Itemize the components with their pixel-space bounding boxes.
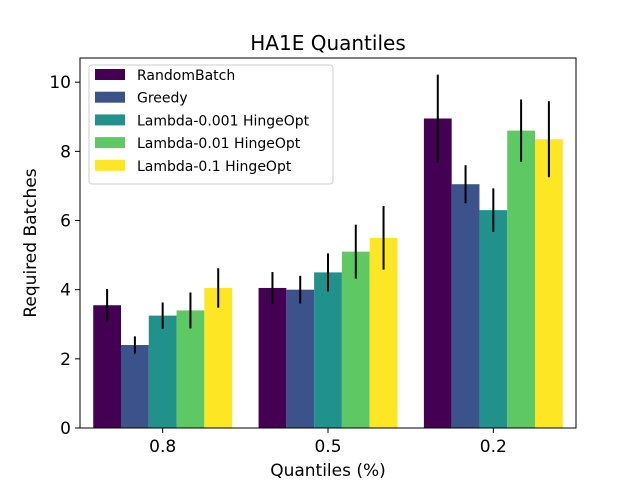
bar-lambda-0-01-hingeopt-0-8 <box>176 310 205 428</box>
legend-swatch-greedy <box>95 91 125 103</box>
y-tick-label: 4 <box>60 281 71 301</box>
y-axis-label: Required Batches <box>21 168 41 317</box>
bar-lambda-0-1-hingeopt-0-8 <box>204 287 233 428</box>
bar-greedy-0-5 <box>286 289 315 428</box>
x-tick-label: 0.2 <box>480 437 507 457</box>
legend-label-lambda-0-01-hingeopt: Lambda-0.01 HingeOpt <box>137 136 301 152</box>
y-axis: 0 2 4 6 8 10 <box>49 73 80 439</box>
legend-label-randombatch: RandomBatch <box>137 68 235 84</box>
x-axis: 0.8 0.5 0.2 <box>149 428 507 457</box>
x-tick-label: 0.5 <box>314 437 341 457</box>
bar-lambda-0-001-hingeopt-0-2 <box>479 210 508 428</box>
bar-randombatch-0-5 <box>258 287 287 428</box>
y-tick-label: 8 <box>60 142 71 162</box>
legend-box <box>88 64 334 185</box>
bar-lambda-0-001-hingeopt-0-5 <box>314 272 342 428</box>
legend-label-lambda-0-1-hingeopt: Lambda-0.1 HingeOpt <box>137 159 292 175</box>
legend-label-lambda-0-001-hingeopt: Lambda-0.001 HingeOpt <box>137 113 310 129</box>
errorbars-layer <box>106 74 550 354</box>
x-axis-label: Quantiles (%) <box>270 461 386 480</box>
legend-swatch-randombatch <box>95 69 125 80</box>
bar-lambda-0-01-hingeopt-0-5 <box>341 251 370 428</box>
bar-lambda-0-01-hingeopt-0-2 <box>507 130 535 428</box>
legend-swatch-lambda-0-001-hingeopt <box>95 114 125 126</box>
bar-greedy-0-2 <box>451 184 480 428</box>
legend-swatch-lambda-0-01-hingeopt <box>95 137 125 149</box>
legend-label-greedy: Greedy <box>137 91 188 107</box>
y-tick-label: 10 <box>49 73 71 93</box>
y-tick-label: 2 <box>60 350 71 370</box>
chart-title: HA1E Quantiles <box>250 31 405 55</box>
bar-lambda-0-1-hingeopt-0-2 <box>535 139 563 428</box>
bar-lambda-0-001-hingeopt-0-8 <box>148 315 177 428</box>
y-tick-label: 6 <box>60 212 71 232</box>
y-tick-label: 0 <box>60 419 71 439</box>
bar-randombatch-0-2 <box>423 118 452 428</box>
bars-layer <box>93 118 563 428</box>
bar-greedy-0-8 <box>121 345 149 428</box>
bar-randombatch-0-8 <box>93 305 122 428</box>
legend-swatch-lambda-0-1-hingeopt <box>95 159 125 171</box>
legend: RandomBatch Greedy Lambda-0.001 HingeOpt La… <box>88 64 334 185</box>
x-tick-label: 0.8 <box>149 437 176 457</box>
